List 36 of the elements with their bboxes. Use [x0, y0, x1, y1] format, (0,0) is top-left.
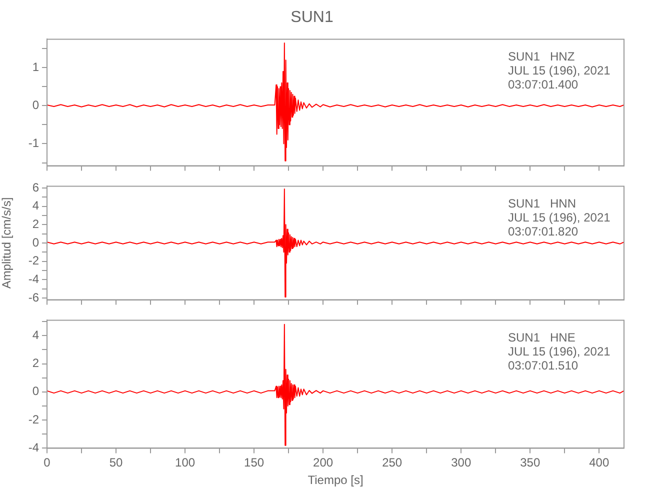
x-tick-label: 200 — [313, 456, 334, 470]
y-tick-label: 4 — [32, 328, 40, 342]
y-tick-label: 2 — [32, 216, 40, 231]
x-tick-label: 0 — [44, 456, 51, 470]
x-axis-title: Tiempo [s] — [308, 473, 364, 488]
y-tick-label: 1 — [32, 60, 40, 74]
annotation: JUL 15 (196), 2021 — [508, 64, 611, 78]
y-tick-label: 0 — [32, 235, 40, 250]
y-tick-label: 6 — [32, 180, 40, 194]
y-tick-label: -6 — [28, 290, 40, 304]
x-tick-label: 150 — [244, 456, 264, 470]
y-tick-label: 0 — [32, 98, 40, 112]
annotation: SUN1 HNN — [508, 196, 576, 211]
x-tick-label: 400 — [589, 456, 610, 470]
annotation: JUL 15 (196), 2021 — [508, 210, 611, 225]
annotation: 03:07:01.510 — [508, 358, 578, 373]
x-tick-label: 50 — [109, 456, 124, 470]
x-tick-label: 300 — [451, 456, 472, 470]
y-tick-label: 0 — [32, 384, 40, 398]
y-tick-label: -1 — [28, 136, 40, 150]
y-tick-label: -2 — [28, 254, 40, 268]
y-tick-label: -4 — [28, 440, 40, 455]
y-axis-title: Amplitud [cm/s/s] — [0, 197, 14, 289]
annotation: 03:07:01.820 — [508, 224, 578, 239]
y-tick-label: -4 — [28, 272, 40, 286]
annotation: SUN1 HNZ — [508, 50, 575, 64]
annotation: SUN1 HNE — [508, 330, 576, 345]
x-tick-label: 250 — [382, 456, 402, 470]
y-tick-label: -2 — [28, 412, 40, 426]
x-tick-label: 100 — [175, 456, 196, 470]
y-tick-label: 4 — [32, 198, 40, 213]
x-tick-label: 350 — [520, 456, 540, 470]
y-tick-label: 2 — [32, 356, 40, 370]
chart-title: SUN1 — [290, 9, 334, 26]
annotation: 03:07:01.400 — [508, 78, 578, 92]
annotation: JUL 15 (196), 2021 — [508, 344, 611, 359]
